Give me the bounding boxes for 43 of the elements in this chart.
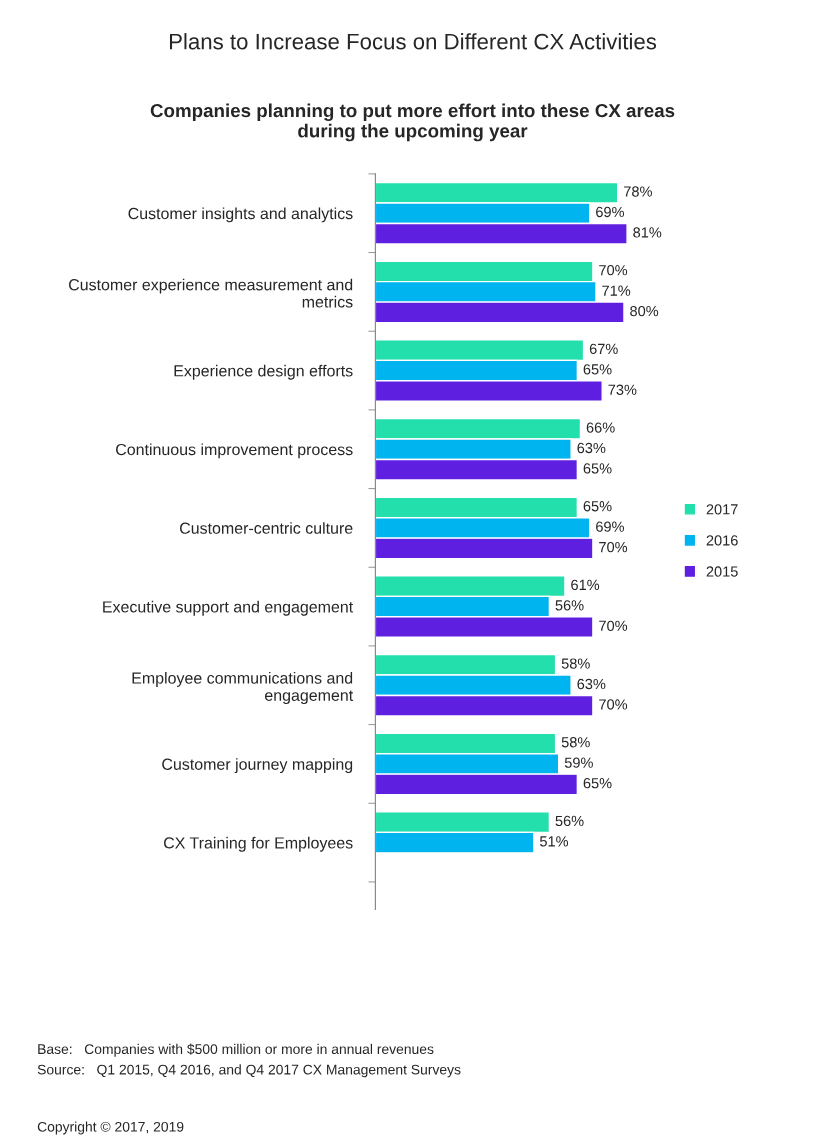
y-tick-label: Continuous improvement process: [116, 443, 353, 459]
data-label: 66%: [586, 422, 615, 433]
data-label: 69%: [596, 206, 625, 218]
data-label: 71%: [602, 285, 631, 296]
legend-label: 2017: [706, 504, 738, 515]
y-tick-label: Experience design efforts: [174, 364, 353, 380]
data-label: 69%: [596, 521, 625, 532]
data-label: 70%: [599, 541, 628, 553]
data-label: 63%: [577, 678, 606, 690]
data-label: 81%: [633, 227, 662, 238]
data-label: 65%: [583, 364, 612, 375]
data-label: 56%: [555, 600, 584, 611]
data-label: 51%: [539, 836, 569, 847]
data-label: 65%: [583, 463, 612, 474]
y-tick-label: CX Training for Employees: [164, 836, 353, 852]
y-tick-label: Executive support and engagement: [103, 600, 354, 616]
legend-label: 2016: [706, 535, 738, 546]
data-label: 70%: [599, 699, 628, 710]
y-tick-label: Customer journey mapping: [162, 758, 353, 774]
data-label: 58%: [561, 737, 590, 748]
text: Base: Companies with $500 million or more in annual revenues: [38, 1043, 434, 1057]
data-label: 61%: [571, 579, 600, 591]
data-label: 65%: [583, 501, 612, 512]
data-label: 63%: [577, 442, 606, 454]
source-note: Source: Q1 2015, Q4 2016, and Q4 2017 CX Management Surveys: [37, 1064, 461, 1078]
y-tick-label: Customer experience measurement and metrics: [69, 278, 353, 308]
y-tick-label: Customer insights and analytics: [128, 207, 353, 223]
y-tick-label: Customer-centric culture: [180, 522, 353, 534]
data-label: 70%: [599, 620, 628, 631]
data-label: 78%: [624, 186, 652, 197]
chart-title: Plans to Increase Focus on Different CX Activities: [169, 33, 657, 50]
legend-label: 2015: [706, 566, 738, 577]
data-label: 80%: [630, 305, 659, 317]
data-label: 73%: [608, 384, 637, 395]
y-tick-label: Employee communications and engagement: [132, 672, 354, 705]
chart-subtitle: Companies planning to put more effort into these CX areas during the upcoming year: [150, 103, 675, 142]
text: Copyright © 2017, 2019: [37, 1121, 184, 1135]
data-label: 58%: [561, 658, 590, 669]
data-label: 59%: [564, 757, 593, 768]
data-label: 65%: [583, 777, 612, 789]
data-label: 70%: [599, 265, 628, 276]
data-label: 67%: [589, 343, 618, 355]
data-label: 56%: [555, 815, 584, 827]
